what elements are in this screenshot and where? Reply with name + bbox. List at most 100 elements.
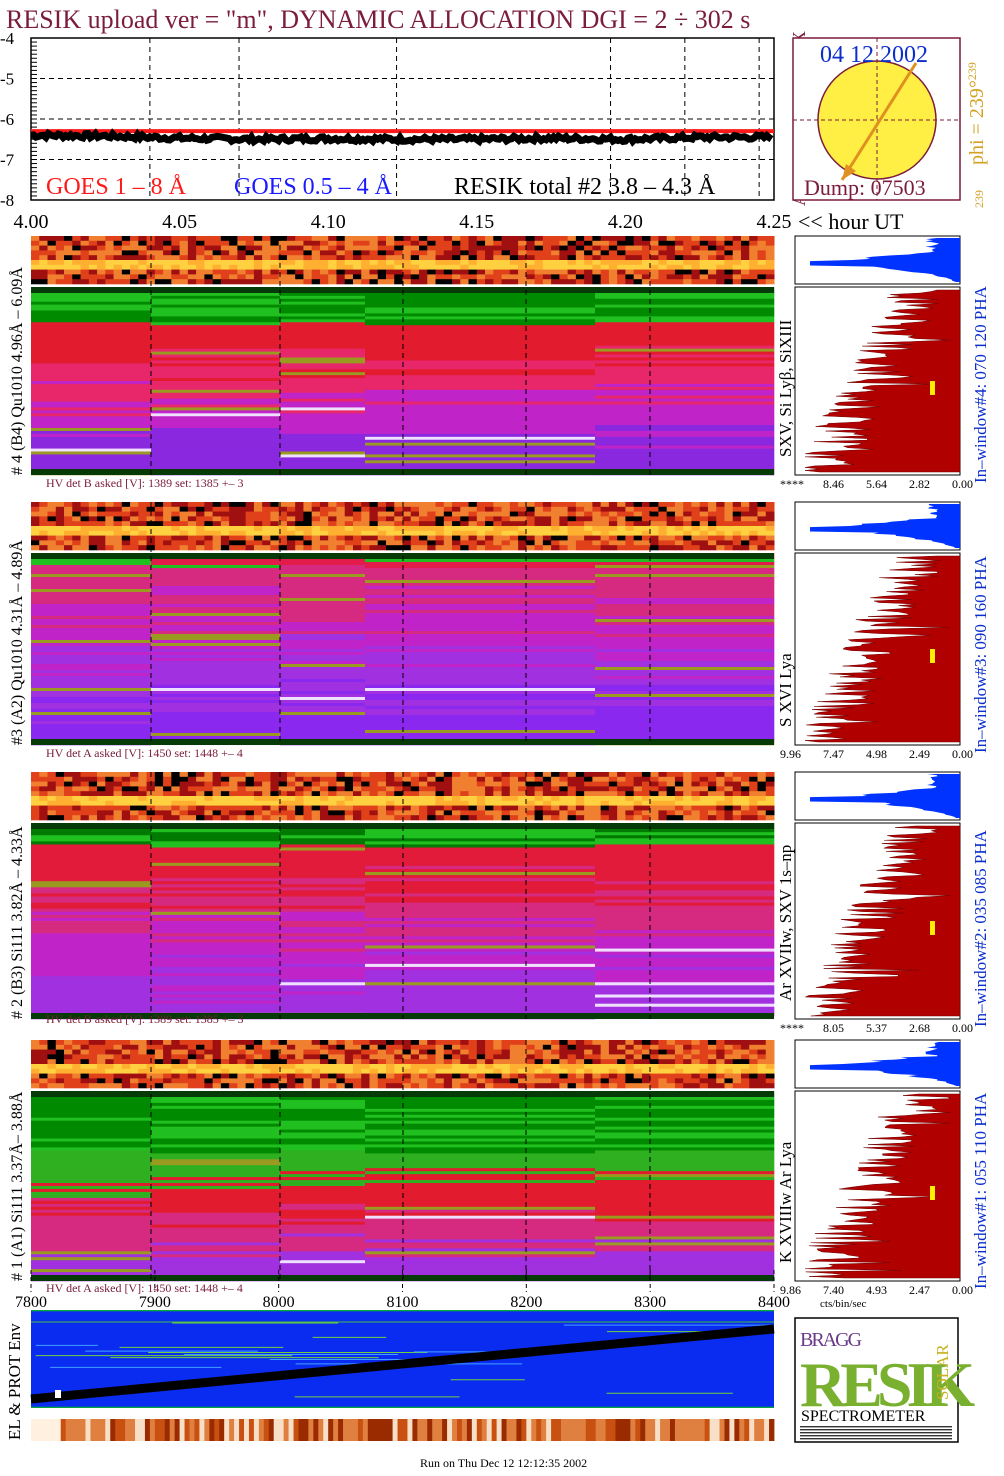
band-cell [394, 772, 403, 778]
band-cell [295, 545, 304, 551]
heatmap-row [151, 1174, 281, 1178]
band-cell [319, 1083, 329, 1089]
heatmap-row [31, 884, 152, 888]
heatmap-row [365, 433, 596, 438]
band-cell [493, 1040, 503, 1046]
band-cell [336, 269, 346, 275]
band-cell [452, 240, 461, 246]
band-cell [352, 1068, 362, 1074]
band-cell [72, 260, 82, 266]
band-cell [600, 236, 610, 242]
band-cell [105, 279, 115, 285]
band-cell [187, 279, 197, 285]
band-cell [485, 540, 494, 546]
band-cell [625, 805, 635, 811]
band-cell [31, 1073, 40, 1079]
band-cell [600, 545, 610, 551]
band-cell [352, 279, 362, 285]
band-cell [130, 245, 139, 251]
band-cell [303, 255, 313, 261]
heatmap-row [280, 730, 366, 734]
band-cell [204, 545, 214, 551]
band-cell [303, 279, 313, 285]
band-cell [617, 269, 626, 275]
band-cell [196, 521, 205, 527]
band-cell [765, 260, 775, 266]
band-cell [212, 264, 222, 270]
band-cell [765, 1054, 775, 1060]
band-cell [344, 1040, 354, 1046]
band-cell [592, 245, 602, 251]
band-cell [592, 260, 602, 266]
heatmap-row [280, 1206, 366, 1211]
band-cell [650, 781, 659, 787]
band-cell [608, 274, 618, 280]
heatmap-row [365, 1218, 596, 1222]
heatmap-row [365, 319, 596, 323]
band-cell [245, 502, 255, 508]
band-cell [402, 502, 412, 508]
band-cell [460, 264, 470, 270]
spectrum-profile [794, 286, 961, 476]
band-cell [270, 236, 280, 242]
band-cell [80, 810, 90, 816]
heatmap-row [365, 838, 596, 842]
band-cell [650, 269, 659, 275]
heatmap-row [31, 1096, 152, 1101]
band-cell [237, 781, 247, 787]
heatmap-row [280, 1102, 366, 1107]
band-cell [551, 502, 560, 508]
heatmap-row [280, 1126, 366, 1130]
band-cell [518, 1078, 527, 1084]
heatmap-row [31, 454, 152, 458]
band-cell [724, 1040, 734, 1046]
band-cell [683, 791, 692, 797]
heatmap-row [365, 721, 596, 725]
band-cell [105, 791, 115, 797]
band-cell [485, 269, 494, 275]
heatmap-row [280, 887, 366, 891]
band-cell [179, 1078, 189, 1084]
band-cell [468, 511, 478, 517]
band-cell [270, 815, 280, 821]
band-cell [749, 791, 758, 797]
band-cell [377, 1064, 387, 1070]
pha-histogram [794, 501, 961, 551]
band-cell [683, 1054, 692, 1060]
band-cell [757, 772, 767, 778]
heatmap-row [365, 896, 596, 900]
band-cell [526, 1083, 536, 1089]
band-cell [567, 1068, 577, 1074]
heatmap-row [31, 1003, 152, 1008]
heatmap-row [151, 319, 281, 323]
band-cell [394, 274, 403, 280]
band-cell [245, 796, 255, 802]
band-cell [493, 1064, 503, 1070]
band-cell [212, 526, 222, 532]
band-cell [47, 530, 57, 536]
heatmap-row [31, 948, 152, 952]
band-cell [716, 236, 725, 242]
band-cell [130, 815, 139, 821]
band-cell [518, 274, 527, 280]
heatmap-row [31, 991, 152, 995]
heatmap-row [365, 976, 596, 980]
band-cell [72, 786, 82, 792]
legend-resik-total: RESIK total #2 3.8 – 4.3 Å [454, 174, 716, 200]
band-cell [336, 274, 346, 280]
heatmap-row [365, 404, 596, 408]
band-cell [443, 805, 453, 811]
band-cell [526, 545, 536, 551]
band-cell [518, 1068, 527, 1074]
heatmap-row [31, 703, 152, 707]
band-cell [311, 1073, 321, 1079]
heatmap-row [365, 682, 596, 686]
band-cell [138, 776, 148, 782]
band-cell [270, 279, 280, 285]
band-cell [526, 772, 536, 778]
heatmap-row [595, 451, 775, 455]
band-cell [765, 240, 775, 246]
band-cell [592, 791, 602, 797]
band-cell [542, 815, 552, 821]
band-cell [452, 521, 461, 527]
